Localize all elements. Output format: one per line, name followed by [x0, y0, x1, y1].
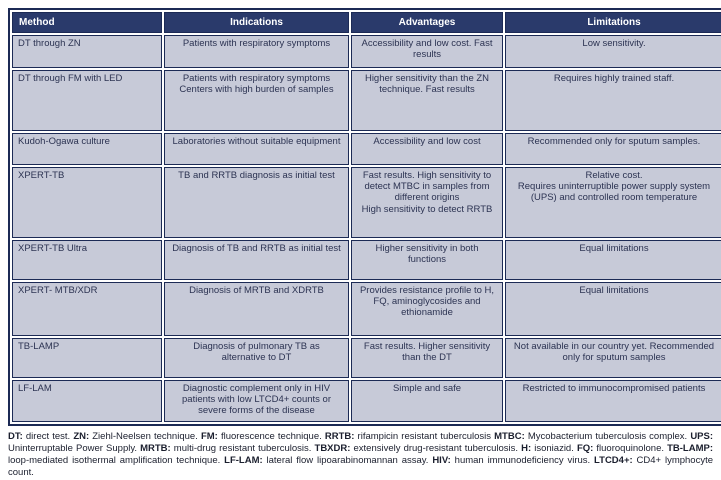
- table-row: XPERT-TB TB and RRTB diagnosis as initia…: [12, 167, 721, 238]
- cell-method: XPERT-TB Ultra: [12, 240, 162, 280]
- cell-limitations: Recommended only for sputum samples.: [505, 133, 721, 165]
- column-header-method: Method: [12, 12, 162, 33]
- cell-method: TB-LAMP: [12, 338, 162, 378]
- cell-limitations: Requires highly trained staff.: [505, 70, 721, 131]
- cell-advantages: Accessibility and low cost. Fast results: [351, 35, 503, 68]
- table-body: DT through ZN Patients with respiratory …: [12, 35, 721, 422]
- column-header-indications: Indications: [164, 12, 349, 33]
- column-header-limitations: Limitations: [505, 12, 721, 33]
- cell-advantages: Simple and safe: [351, 380, 503, 422]
- cell-advantages: Accessibility and low cost: [351, 133, 503, 165]
- header-row: Method Indications Advantages Limitation…: [12, 12, 721, 33]
- cell-advantages: Higher sensitivity in both functions: [351, 240, 503, 280]
- cell-indications: Diagnosis of MRTB and XDRTB: [164, 282, 349, 336]
- column-header-advantages: Advantages: [351, 12, 503, 33]
- cell-method: LF-LAM: [12, 380, 162, 422]
- cell-method: Kudoh-Ogawa culture: [12, 133, 162, 165]
- cell-limitations: Equal limitations: [505, 282, 721, 336]
- methods-comparison-table: Method Indications Advantages Limitation…: [8, 8, 721, 426]
- cell-advantages: Fast results. Higher sensitivity than th…: [351, 338, 503, 378]
- cell-advantages: Fast results. High sensitivity to detect…: [351, 167, 503, 238]
- table-row: DT through ZN Patients with respiratory …: [12, 35, 721, 68]
- cell-method: XPERT- MTB/XDR: [12, 282, 162, 336]
- cell-limitations: Relative cost. Requires uninterruptible …: [505, 167, 721, 238]
- table-row: XPERT- MTB/XDR Diagnosis of MRTB and XDR…: [12, 282, 721, 336]
- cell-indications: Diagnosis of pulmonary TB as alternative…: [164, 338, 349, 378]
- cell-method: DT through FM with LED: [12, 70, 162, 131]
- cell-indications: Patients with respiratory symptoms: [164, 35, 349, 68]
- table-row: LF-LAM Diagnostic complement only in HIV…: [12, 380, 721, 422]
- table-row: DT through FM with LED Patients with res…: [12, 70, 721, 131]
- cell-indications: TB and RRTB diagnosis as initial test: [164, 167, 349, 238]
- table-row: Kudoh-Ogawa culture Laboratories without…: [12, 133, 721, 165]
- cell-advantages: Higher sensitivity than the ZN technique…: [351, 70, 503, 131]
- cell-limitations: Not available in our country yet. Recomm…: [505, 338, 721, 378]
- cell-advantages: Provides resistance profile to H, FQ, am…: [351, 282, 503, 336]
- cell-indications: Diagnostic complement only in HIV patien…: [164, 380, 349, 422]
- cell-method: DT through ZN: [12, 35, 162, 68]
- cell-limitations: Equal limitations: [505, 240, 721, 280]
- cell-limitations: Low sensitivity.: [505, 35, 721, 68]
- cell-indications: Diagnosis of TB and RRTB as initial test: [164, 240, 349, 280]
- cell-indications: Laboratories without suitable equipment: [164, 133, 349, 165]
- cell-limitations: Restricted to immunocompromised patients: [505, 380, 721, 422]
- table-row: TB-LAMP Diagnosis of pulmonary TB as alt…: [12, 338, 721, 378]
- abbreviations-footnote: DT: direct test. ZN: Ziehl-Neelsen techn…: [8, 431, 714, 479]
- cell-indications: Patients with respiratory symptoms Cente…: [164, 70, 349, 131]
- table-row: XPERT-TB Ultra Diagnosis of TB and RRTB …: [12, 240, 721, 280]
- cell-method: XPERT-TB: [12, 167, 162, 238]
